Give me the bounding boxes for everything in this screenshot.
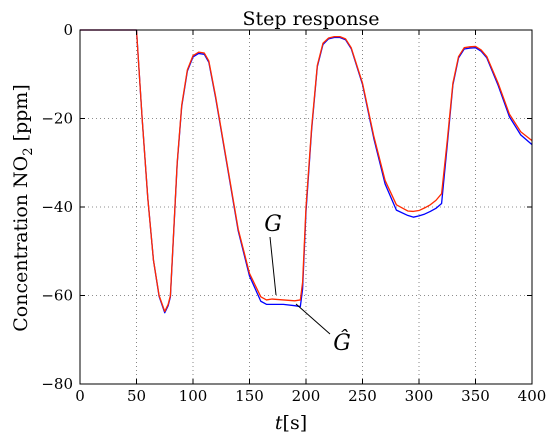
annotation-ghat-pointer (295, 303, 331, 335)
y-tick-label: −60 (41, 287, 73, 305)
y-axis-subscript: 2 (21, 147, 36, 155)
tick-marks (79, 29, 533, 385)
x-tick-labels: 0 50 100 150 200 250 300 350 400 (75, 387, 546, 405)
x-tick-label: 100 (179, 387, 208, 405)
y-tick-label: −20 (41, 110, 73, 128)
chart-title: Step response (242, 8, 379, 30)
x-tick-label: 0 (75, 387, 85, 405)
annotation-ghat-label: Ĝ (333, 329, 351, 356)
x-axis-variable: t (275, 412, 283, 434)
x-tick-label: 300 (405, 387, 434, 405)
annotation-g-pointer (269, 236, 277, 296)
series-line-g (80, 29, 533, 313)
x-tick-label: 200 (292, 387, 321, 405)
x-tick-label: 50 (127, 387, 146, 405)
x-tick-label: 150 (235, 387, 264, 405)
x-axis-label: t[s] (275, 412, 307, 434)
series-layer (80, 29, 533, 314)
y-axis-unit: [ppm] (10, 84, 32, 147)
y-axis-label: Concentration NO2 [ppm] (10, 84, 36, 332)
y-tick-labels: 0 −20 −40 −60 −80 (41, 21, 73, 393)
x-tick-label: 350 (461, 387, 490, 405)
y-tick-label: −40 (41, 198, 73, 216)
x-axis-unit: [s] (283, 412, 308, 434)
y-tick-label: 0 (63, 21, 73, 39)
x-tick-label: 400 (518, 387, 547, 405)
y-axis-quantity: Concentration NO (10, 156, 32, 332)
y-tick-label: −80 (41, 375, 73, 393)
annotation-g-label: G (264, 212, 282, 237)
x-tick-label: 250 (348, 387, 377, 405)
